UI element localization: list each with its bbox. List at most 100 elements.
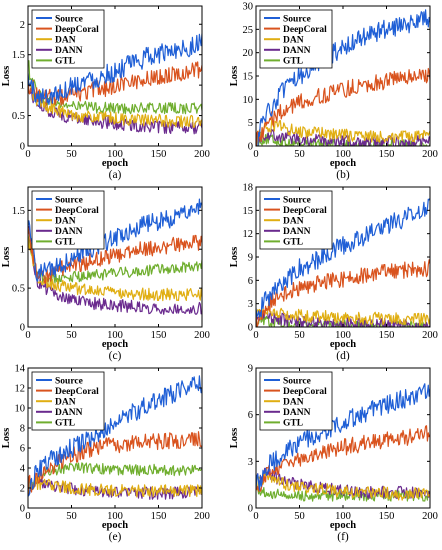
legend-label: Source	[55, 195, 83, 205]
legend-label: GTL	[283, 238, 303, 248]
y-tick-label: 20	[243, 48, 254, 59]
series-line-gtl	[256, 487, 430, 502]
legend-label: DeepCoral	[283, 206, 327, 216]
series-line-dann	[256, 467, 430, 500]
series-line-source	[28, 33, 202, 107]
x-tick-label: 100	[335, 149, 351, 160]
series-line-gtl	[28, 60, 202, 115]
series-line-dann	[256, 307, 430, 327]
y-tick-label: 12	[15, 384, 26, 395]
y-axis-label: Loss	[229, 66, 240, 86]
y-tick-label: 12	[243, 229, 254, 240]
legend-label: DeepCoral	[283, 25, 327, 35]
y-tick-label: 10	[15, 404, 26, 415]
chart-panel-b: 0 50 100 150 200 0 5 10 15 20 25 30 epoch Loss (b) Sour…	[229, 2, 438, 182]
legend-label: DANN	[283, 46, 311, 56]
series-line-dann	[257, 128, 430, 146]
y-tick-label: 0	[20, 142, 25, 153]
chart-panel-d: 0 50 100 150 200 0 3 6 9 12 15 18 epoch Loss (d) Source…	[229, 183, 438, 363]
y-axis-label: Loss	[229, 428, 240, 448]
legend-label: DeepCoral	[55, 25, 99, 35]
chart-panel-f: 0 50 100 150 200 0 3 6 9 epoch Loss (f) SourceDeepCo…	[229, 364, 438, 544]
chart-panel-a: 0 50 100 150 20000.511.52epochLoss(a)SourceD…	[1, 5, 210, 181]
x-tick-label: 150	[151, 511, 167, 522]
y-tick-label: 18	[243, 183, 254, 194]
legend-label: Source	[283, 14, 311, 24]
legend-label: DAN	[55, 398, 76, 408]
x-tick-label: 50	[294, 149, 305, 160]
y-tick-label: 6	[20, 444, 25, 455]
y-tick-label: 0	[248, 142, 253, 153]
legend-label: DeepCoral	[55, 387, 99, 397]
x-tick-label: 100	[107, 511, 123, 522]
y-tick-label: 15	[243, 72, 254, 83]
y-tick-label: 0	[248, 323, 253, 334]
panel-caption: (b)	[336, 169, 350, 181]
legend-label: DANN	[55, 408, 83, 418]
panel-caption: (e)	[109, 531, 122, 543]
y-tick-label: 15	[243, 206, 254, 217]
legend-label: GTL	[55, 419, 75, 429]
series-lines	[28, 33, 202, 135]
x-tick-label: 150	[379, 511, 395, 522]
x-tick-label: 0	[253, 149, 258, 160]
x-tick-label: 100	[107, 149, 123, 160]
y-tick-label: 0.5	[12, 284, 25, 295]
y-tick-label: 2	[20, 20, 25, 31]
series-lines	[256, 383, 430, 502]
y-axis-label: Loss	[229, 247, 240, 267]
legend-label: DANN	[55, 46, 83, 56]
y-tick-label: 10	[243, 95, 254, 106]
x-tick-label: 200	[422, 149, 438, 160]
panel-caption: (c)	[109, 350, 122, 362]
y-axis-label: Loss	[1, 247, 12, 267]
y-tick-label: 1	[20, 81, 25, 92]
x-tick-label: 150	[151, 330, 167, 341]
x-tick-label: 0	[25, 511, 30, 522]
y-tick-label: 9	[248, 364, 253, 375]
chart-panel-c: 0 50 100 150 200 0 0.5 1 1.5 epoch Loss (c) SourceDe…	[1, 186, 210, 362]
x-tick-label: 150	[379, 330, 395, 341]
series-line-source	[256, 383, 430, 491]
y-tick-label: 5	[248, 118, 253, 129]
series-line-dan	[256, 119, 430, 146]
y-tick-label: 1.5	[12, 50, 25, 61]
y-tick-label: 3	[248, 299, 253, 310]
series-line-dan	[256, 472, 430, 501]
y-tick-label: 25	[243, 25, 254, 36]
series-line-source	[256, 198, 430, 318]
legend-label: DANN	[283, 227, 311, 237]
y-tick-label: 14	[15, 364, 26, 375]
legend-label: DAN	[283, 36, 304, 46]
panel-caption: (a)	[109, 169, 122, 181]
legend-label: Source	[283, 376, 311, 386]
series-line-dan	[28, 476, 202, 498]
legend-label: Source	[55, 376, 83, 386]
y-tick-label: 1	[20, 245, 25, 256]
series-line-dan	[256, 305, 430, 326]
x-axis-label: epoch	[102, 339, 128, 350]
legend-label: DAN	[55, 217, 76, 227]
series-line-deepcoral	[256, 259, 430, 327]
x-tick-label: 150	[379, 149, 395, 160]
series-line-source	[257, 9, 430, 146]
legend-label: GTL	[283, 57, 303, 67]
series-line-deepcoral	[256, 67, 430, 146]
legend-label: GTL	[55, 57, 75, 67]
x-axis-label: epoch	[330, 520, 356, 531]
y-axis-label: Loss	[1, 66, 12, 86]
x-tick-label: 100	[107, 330, 123, 341]
x-tick-label: 150	[151, 149, 167, 160]
x-tick-label: 50	[66, 511, 77, 522]
legend-label: DAN	[55, 36, 76, 46]
x-axis-label: epoch	[330, 158, 356, 169]
y-tick-label: 0	[20, 323, 25, 334]
x-tick-label: 0	[253, 511, 258, 522]
x-tick-label: 50	[294, 511, 305, 522]
x-tick-label: 0	[253, 330, 258, 341]
legend-label: DANN	[55, 227, 83, 237]
